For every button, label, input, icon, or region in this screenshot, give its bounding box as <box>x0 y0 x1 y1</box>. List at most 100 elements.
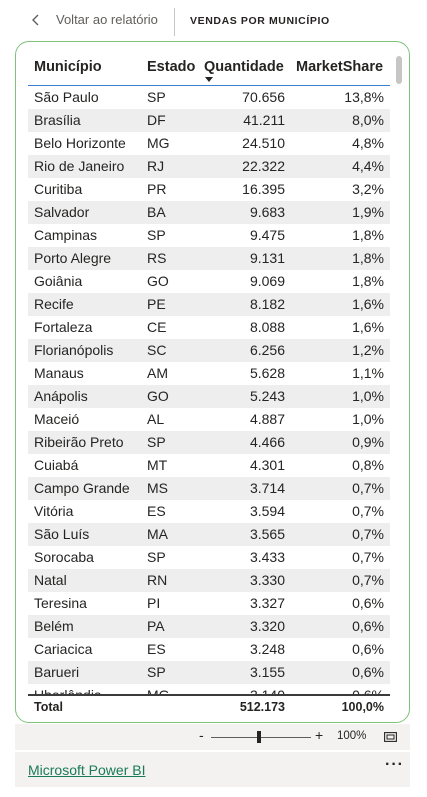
cell-municipio: Brasília <box>34 112 81 128</box>
cell-municipio: Maceió <box>34 411 80 427</box>
table-row[interactable]: Natal RN 3.330 0,7% <box>28 569 390 592</box>
cell-estado: BA <box>147 204 166 220</box>
cell-estado: DF <box>147 112 166 128</box>
zoom-out-button[interactable]: - <box>199 727 204 743</box>
cell-estado: SC <box>147 342 167 358</box>
cell-estado: GO <box>147 388 169 404</box>
cell-marketshare: 0,7% <box>352 480 384 496</box>
cell-marketshare: 0,7% <box>352 549 384 565</box>
cell-estado: PR <box>147 181 167 197</box>
cell-estado: RS <box>147 250 167 266</box>
more-options-button[interactable]: ··· <box>385 756 404 773</box>
table-row[interactable]: Uberlândia MG 3.140 0,6% <box>28 684 390 694</box>
cell-quantidade: 22.322 <box>242 158 285 174</box>
table-visual-card: Município Estado Quantidade MarketShare … <box>15 41 410 723</box>
table-row[interactable]: Vitória ES 3.594 0,7% <box>28 500 390 523</box>
cell-municipio: Cuiabá <box>34 457 79 473</box>
cell-marketshare: 0,6% <box>352 641 384 657</box>
cell-estado: AM <box>147 365 168 381</box>
cell-quantidade: 3.714 <box>249 480 285 496</box>
cell-estado: MG <box>147 687 170 694</box>
cell-estado: MS <box>147 480 168 496</box>
table-row[interactable]: Brasília DF 41.211 8,0% <box>28 109 390 132</box>
cell-municipio: Campo Grande <box>34 480 130 496</box>
zoom-slider-track[interactable] <box>211 737 311 738</box>
cell-quantidade: 3.433 <box>249 549 285 565</box>
cell-marketshare: 0,7% <box>352 503 384 519</box>
total-marketshare: 100,0% <box>341 700 384 714</box>
zoom-bar: - + 100% <box>15 724 410 750</box>
column-header-estado[interactable]: Estado <box>147 59 196 75</box>
table-row[interactable]: Sorocaba SP 3.433 0,7% <box>28 546 390 569</box>
total-label: Total <box>34 700 63 714</box>
cell-quantidade: 3.327 <box>249 595 285 611</box>
table-row[interactable]: Goiânia GO 9.069 1,8% <box>28 270 390 293</box>
cell-estado: SP <box>147 434 166 450</box>
table-row[interactable]: Recife PE 8.182 1,6% <box>28 293 390 316</box>
vertical-scrollbar[interactable] <box>396 56 402 84</box>
table-row[interactable]: Anápolis GO 5.243 1,0% <box>28 385 390 408</box>
cell-estado: RN <box>147 572 168 588</box>
cell-marketshare: 1,9% <box>352 204 384 220</box>
zoom-in-button[interactable]: + <box>315 727 324 743</box>
cell-marketshare: 0,7% <box>352 526 384 542</box>
table-row[interactable]: Cariacica ES 3.248 0,6% <box>28 638 390 661</box>
table-body[interactable]: São Paulo SP 70.656 13,8% Brasília DF 41.211 8,… <box>28 86 390 694</box>
cell-municipio: Natal <box>34 572 67 588</box>
table-row[interactable]: Belém PA 3.320 0,6% <box>28 615 390 638</box>
footer: Microsoft Power BI ··· <box>15 752 410 787</box>
table-row[interactable]: Rio de Janeiro RJ 22.322 4,4% <box>28 155 390 178</box>
cell-quantidade: 3.155 <box>249 664 285 680</box>
table-row[interactable]: Cuiabá MT 4.301 0,8% <box>28 454 390 477</box>
table-row[interactable]: Salvador BA 9.683 1,9% <box>28 201 390 224</box>
column-header-marketshare[interactable]: MarketShare <box>296 59 384 75</box>
table-row[interactable]: Ribeirão Preto SP 4.466 0,9% <box>28 431 390 454</box>
cell-estado: PA <box>147 618 165 634</box>
table-row[interactable]: Belo Horizonte MG 24.510 4,8% <box>28 132 390 155</box>
cell-marketshare: 1,1% <box>352 365 384 381</box>
fit-to-page-icon[interactable] <box>384 732 397 742</box>
table-row[interactable]: Manaus AM 5.628 1,1% <box>28 362 390 385</box>
cell-quantidade: 4.887 <box>249 411 285 427</box>
table-row[interactable]: Florianópolis SC 6.256 1,2% <box>28 339 390 362</box>
cell-municipio: Fortaleza <box>34 319 93 335</box>
cell-estado: AL <box>147 411 165 427</box>
table-row[interactable]: Teresina PI 3.327 0,6% <box>28 592 390 615</box>
zoom-slider-thumb[interactable] <box>257 731 261 743</box>
cell-municipio: Ribeirão Preto <box>34 434 124 450</box>
table-row[interactable]: Porto Alegre RS 9.131 1,8% <box>28 247 390 270</box>
cell-marketshare: 0,8% <box>352 457 384 473</box>
cell-marketshare: 1,8% <box>352 273 384 289</box>
cell-municipio: Vitória <box>34 503 74 519</box>
table-row[interactable]: Barueri SP 3.155 0,6% <box>28 661 390 684</box>
column-header-quantidade[interactable]: Quantidade <box>204 59 284 75</box>
cell-marketshare: 4,8% <box>352 135 384 151</box>
power-bi-link[interactable]: Microsoft Power BI <box>28 762 146 778</box>
back-to-report-button[interactable]: Voltar ao relatório <box>30 12 158 27</box>
chevron-left-icon <box>32 14 39 25</box>
cell-municipio: Manaus <box>34 365 84 381</box>
cell-quantidade: 5.628 <box>249 365 285 381</box>
cell-marketshare: 13,8% <box>344 89 384 105</box>
table-row[interactable]: Campinas SP 9.475 1,8% <box>28 224 390 247</box>
cell-marketshare: 1,8% <box>352 250 384 266</box>
table-row[interactable]: Fortaleza CE 8.088 1,6% <box>28 316 390 339</box>
cell-quantidade: 41.211 <box>243 112 285 128</box>
cell-quantidade: 3.330 <box>249 572 285 588</box>
table-header-row: Município Estado Quantidade MarketShare <box>28 50 390 87</box>
cell-marketshare: 1,8% <box>352 227 384 243</box>
cell-quantidade: 9.131 <box>249 250 285 266</box>
cell-quantidade: 16.395 <box>242 181 285 197</box>
cell-marketshare: 1,6% <box>352 319 384 335</box>
sort-descending-icon <box>205 77 213 82</box>
table-row[interactable]: Maceió AL 4.887 1,0% <box>28 408 390 431</box>
table-row[interactable]: Curitiba PR 16.395 3,2% <box>28 178 390 201</box>
cell-marketshare: 3,2% <box>352 181 384 197</box>
table-row[interactable]: São Paulo SP 70.656 13,8% <box>28 86 390 109</box>
table-row[interactable]: Campo Grande MS 3.714 0,7% <box>28 477 390 500</box>
cell-marketshare: 0,9% <box>352 434 384 450</box>
column-header-municipio[interactable]: Município <box>34 59 102 75</box>
table-row[interactable]: São Luís MA 3.565 0,7% <box>28 523 390 546</box>
cell-quantidade: 6.256 <box>249 342 285 358</box>
back-label: Voltar ao relatório <box>56 12 158 27</box>
